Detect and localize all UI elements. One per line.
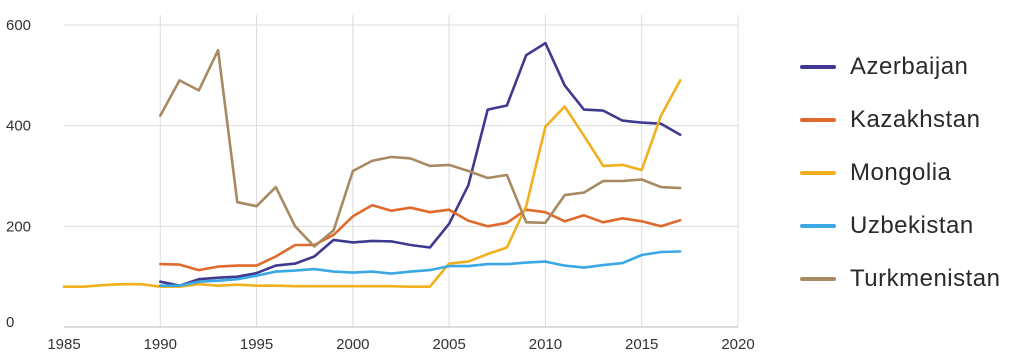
series-line-azerbaijan (159, 41, 682, 288)
x-tick-label: 1995 (240, 336, 273, 353)
legend-swatch (800, 277, 836, 281)
grid (64, 15, 739, 328)
legend-item-uzbekistan: Uzbekistan (800, 211, 974, 241)
y-tick-label: 600 (6, 17, 31, 34)
series-lines (62, 41, 682, 289)
y-tick-label: 400 (6, 118, 31, 135)
legend-label: Azerbaijan (850, 53, 969, 80)
series-line-uzbekistan (159, 250, 682, 288)
x-tick-label: 1990 (144, 336, 177, 353)
legend-label: Uzbekistan (850, 212, 974, 239)
axis-ticks: 1985 1990 1995 2000 2005 2010 2015 2020 0 200 400 6… (6, 17, 755, 353)
series-line-turkmenistan (159, 48, 682, 248)
x-tick-label: 1985 (47, 336, 80, 353)
x-tick-label: 2020 (721, 336, 754, 353)
legend-item-kazakhstan: Kazakhstan (800, 105, 980, 135)
legend-label: Mongolia (850, 159, 952, 186)
legend-swatch (800, 171, 836, 175)
y-tick-label: 0 (6, 314, 14, 331)
x-tick-label: 2010 (529, 336, 562, 353)
y-tick-label: 200 (6, 218, 31, 235)
legend-item-turkmenistan: Turkmenistan (800, 264, 1001, 294)
legend-label: Kazakhstan (850, 106, 981, 133)
legend-item-azerbaijan: Azerbaijan (800, 52, 968, 82)
x-tick-label: 2000 (336, 336, 369, 353)
legend-label: Turkmenistan (850, 265, 1001, 292)
x-tick-label: 2005 (432, 336, 465, 353)
legend-swatch (800, 65, 836, 69)
legend-item-mongolia: Mongolia (800, 158, 951, 188)
series-line-mongolia (62, 79, 682, 289)
series-line-kazakhstan (159, 203, 682, 272)
x-tick-label: 2015 (625, 336, 658, 353)
legend-swatch (800, 224, 836, 228)
legend-swatch (800, 118, 836, 122)
